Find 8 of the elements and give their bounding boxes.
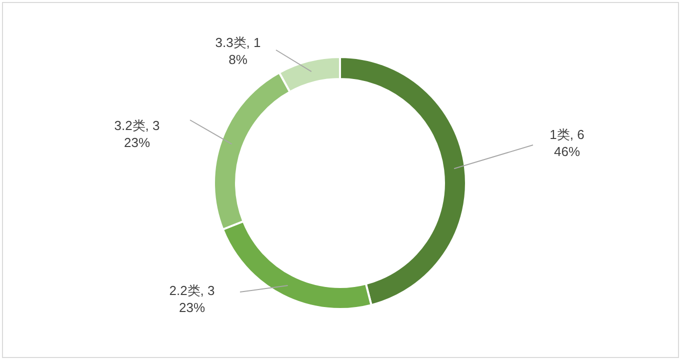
data-label: 23%	[124, 135, 150, 150]
data-label: 46%	[554, 144, 580, 159]
slice-label: 1类, 6	[550, 127, 584, 142]
data-label: 23%	[178, 300, 206, 315]
slice-label: 2.2类, 3	[169, 283, 215, 298]
data-label: 8%	[228, 52, 248, 67]
slice-label: 3.2类, 3	[114, 118, 160, 133]
slice-label: 3.3类, 1	[215, 35, 261, 50]
